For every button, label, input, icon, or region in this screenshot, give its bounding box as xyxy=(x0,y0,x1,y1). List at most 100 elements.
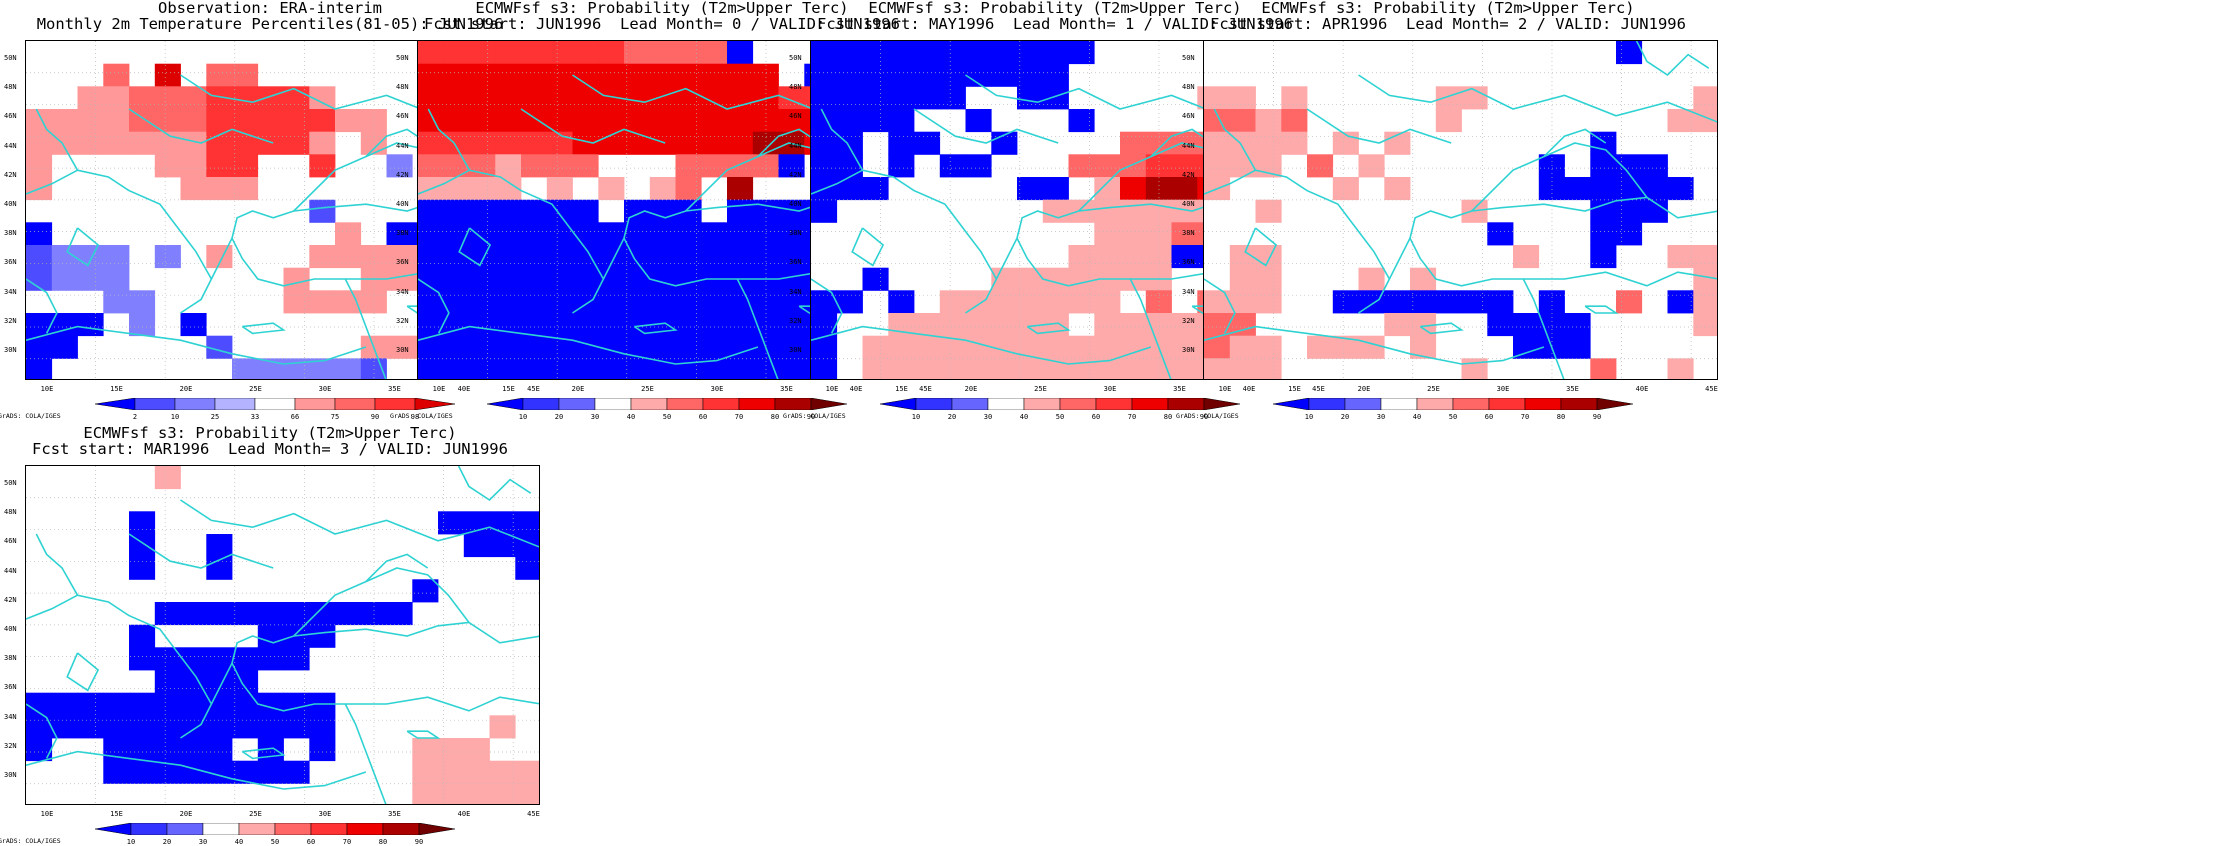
grid-cell xyxy=(495,41,522,65)
grid-cell xyxy=(624,109,651,133)
colorbar-label: 25 xyxy=(210,413,220,421)
grid-cell xyxy=(495,267,522,291)
lat-label: 48N xyxy=(396,83,409,92)
panel-title: Observation: ERA-interim Monthly 2m Temp… xyxy=(36,0,504,33)
grid-cell xyxy=(836,86,863,110)
grid-cell xyxy=(1171,335,1198,359)
grid-cell xyxy=(1204,313,1231,337)
colorbar-svg xyxy=(487,398,847,410)
grid-cell xyxy=(1229,358,1256,379)
grid-cell xyxy=(1384,290,1411,314)
grid-cell xyxy=(51,267,78,291)
grid-cell xyxy=(283,715,310,739)
grid-cell xyxy=(1410,290,1437,314)
grid-cell xyxy=(1145,131,1172,155)
grid-cell xyxy=(51,335,78,359)
coastline xyxy=(26,594,213,739)
grid-cell xyxy=(888,41,915,65)
grid-cell xyxy=(129,131,156,155)
grid-cell xyxy=(965,109,992,133)
coastline xyxy=(365,553,429,583)
grid-cell xyxy=(495,245,522,269)
grid-cell xyxy=(1204,290,1231,314)
grid-cell xyxy=(206,335,233,359)
grid-cell xyxy=(495,86,522,110)
grid-cell xyxy=(495,222,522,246)
grid-cell xyxy=(624,63,651,87)
coastline xyxy=(26,750,367,790)
grid-cell xyxy=(129,313,156,337)
grid-cell xyxy=(154,692,181,716)
grid-cell xyxy=(752,199,779,223)
grid-cell xyxy=(836,177,863,201)
grid-cell xyxy=(335,245,362,269)
grid-cell xyxy=(418,86,445,110)
grid-cell xyxy=(1461,290,1488,314)
lat-label: 46N xyxy=(4,112,17,121)
coastline xyxy=(26,703,58,759)
colorbar-segment xyxy=(666,398,704,410)
colorbar-segment xyxy=(274,823,312,835)
grid-cell xyxy=(624,313,651,337)
grid-cell xyxy=(836,154,863,178)
grid-cell xyxy=(1590,358,1617,379)
coastline xyxy=(1522,278,1565,379)
grid-cell xyxy=(1229,335,1256,359)
grid-cell xyxy=(443,290,470,314)
grid-cell xyxy=(1667,109,1694,133)
grid-cell xyxy=(888,109,915,133)
grid-cell xyxy=(418,199,445,223)
grid-cell xyxy=(1229,290,1256,314)
grid-cell xyxy=(489,534,516,558)
grid-cell xyxy=(939,313,966,337)
grid-cell xyxy=(675,222,702,246)
colorbar-segment xyxy=(1131,398,1169,410)
coastline xyxy=(1129,278,1172,379)
grid-cell xyxy=(103,86,130,110)
grid-cell xyxy=(1094,335,1121,359)
grid-cell xyxy=(1513,335,1540,359)
grid-cell xyxy=(469,63,496,87)
grid-cell xyxy=(103,692,130,716)
lon-label: 10E xyxy=(432,385,446,393)
grid-cell xyxy=(335,109,362,133)
coastline xyxy=(458,227,492,267)
colorbar-label: 10 xyxy=(518,413,528,421)
grid-cell xyxy=(51,131,78,155)
grid-cell xyxy=(521,131,548,155)
colorbar-label: 70 xyxy=(734,413,744,421)
colorbar-label: 70 xyxy=(342,838,352,846)
grid-cell xyxy=(862,86,889,110)
map-area xyxy=(1203,40,1718,380)
grid-cell xyxy=(1017,63,1044,87)
grid-cell xyxy=(283,86,310,110)
grid-cell xyxy=(914,86,941,110)
colorbar-label: 10 xyxy=(911,413,921,421)
grid-cell xyxy=(309,131,336,155)
coastline xyxy=(757,128,821,158)
grid-cell xyxy=(521,290,548,314)
lat-label: 34N xyxy=(396,287,409,296)
colorbar-segment xyxy=(418,823,455,835)
grid-cell xyxy=(1017,177,1044,201)
colorbar-segment xyxy=(1344,398,1382,410)
grid-cell xyxy=(26,154,53,178)
grid-cell xyxy=(811,313,838,337)
lat-label: 32N xyxy=(4,741,17,750)
grid-cell xyxy=(811,63,838,87)
grid-cell xyxy=(521,222,548,246)
lat-label: 46N xyxy=(396,112,409,121)
grid-cell xyxy=(836,63,863,87)
grid-cell xyxy=(1667,290,1694,314)
grid-cell xyxy=(862,177,889,201)
grid-cell xyxy=(1590,245,1617,269)
lon-label: 40E xyxy=(1635,385,1649,393)
grid-cell xyxy=(469,267,496,291)
grid-cell xyxy=(1255,267,1282,291)
lon-label: 45E xyxy=(1312,385,1325,393)
grid-cell xyxy=(546,63,573,87)
grid-cell xyxy=(675,109,702,133)
coastline xyxy=(128,533,274,569)
grid-cell xyxy=(180,109,207,133)
grid-cell xyxy=(1017,313,1044,337)
